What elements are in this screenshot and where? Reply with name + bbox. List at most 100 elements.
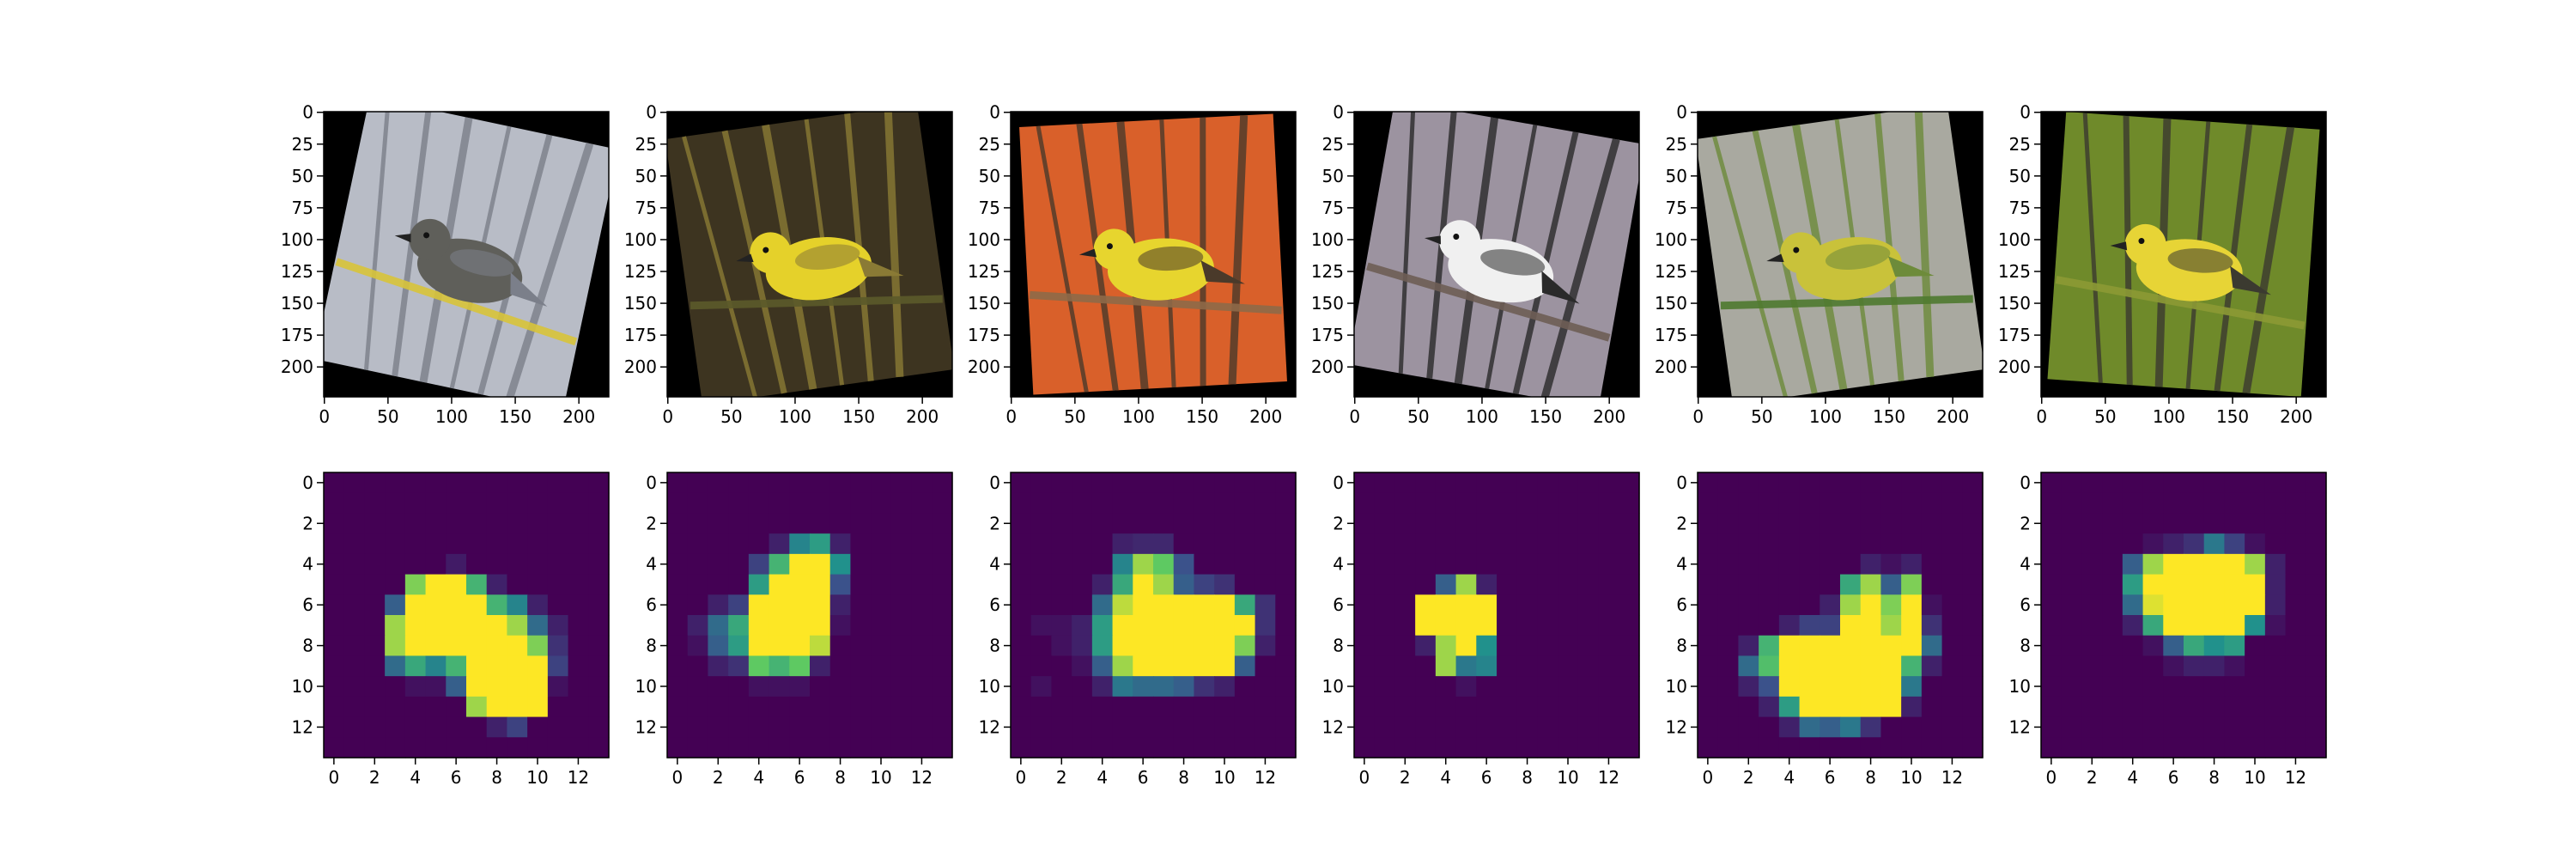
heatmap-cell xyxy=(748,513,770,534)
heatmap-cell xyxy=(1717,635,1740,657)
heatmap-cell xyxy=(2203,655,2226,677)
heatmap-cell xyxy=(1415,492,1437,515)
heatmap-cell xyxy=(324,472,345,494)
heatmap-cell xyxy=(568,513,589,534)
heatmap-cell xyxy=(1820,472,1841,494)
heatmap-cell xyxy=(911,737,933,758)
heatmap-cell xyxy=(2041,716,2063,738)
heatmap-cell xyxy=(1497,696,1518,718)
heatmap-cell xyxy=(1234,635,1256,657)
heatmap-cell xyxy=(343,696,366,718)
heatmap-cell xyxy=(2264,472,2287,494)
heatmap-cell xyxy=(446,676,467,698)
heatmap-cell xyxy=(1435,716,1457,738)
heatmap-cell xyxy=(871,716,892,738)
heatmap-cell xyxy=(507,615,528,637)
heatmap-cell xyxy=(1921,737,1943,758)
heatmap-cell xyxy=(324,492,345,515)
y-tick-label: 125 xyxy=(968,261,1000,282)
heatmap-cell xyxy=(343,635,366,657)
heatmap-cell xyxy=(1194,716,1215,738)
heatmap-cell xyxy=(1354,716,1376,738)
heatmap-cell xyxy=(2245,594,2266,616)
x-tick-label: 2 xyxy=(369,767,380,788)
branch xyxy=(363,112,391,370)
heatmap-cell xyxy=(2163,655,2184,677)
heatmap-cell xyxy=(1374,472,1396,494)
heatmap-cell xyxy=(667,492,689,515)
y-tick-label: 50 xyxy=(979,166,1000,186)
heatmap-cell xyxy=(1214,472,1236,494)
heatmap-cell xyxy=(1133,716,1154,738)
heatmap-cell xyxy=(1255,533,1276,555)
heatmap-cell xyxy=(486,513,508,534)
heatmap-cell xyxy=(1799,472,1820,494)
y-tick-label: 12 xyxy=(292,716,313,737)
y-tick-label: 4 xyxy=(646,554,657,575)
heatmap-cell xyxy=(2061,635,2083,657)
heatmap-cell xyxy=(769,594,790,616)
heatmap-cell xyxy=(1153,635,1175,657)
heatmap-cell xyxy=(2203,553,2226,576)
heatmap-cell xyxy=(829,472,852,494)
heatmap-cell xyxy=(2264,492,2287,515)
y-tick-label: 2 xyxy=(1333,513,1344,533)
x-tick-label: 150 xyxy=(842,406,875,427)
heatmap-cell xyxy=(1051,472,1072,494)
heatmap-cell xyxy=(871,635,892,657)
heatmap-cell xyxy=(2041,615,2063,637)
heatmap-cell xyxy=(769,696,790,718)
heatmap-cell xyxy=(2163,635,2184,657)
photo-1: 0 50 100 150 200 0 25 50 75 100 125 150 175 200 xyxy=(281,102,610,427)
heatmap-cell xyxy=(1030,716,1053,738)
heatmap-cell xyxy=(1516,492,1539,515)
heatmap-cell xyxy=(1759,553,1780,576)
heatmap-cell xyxy=(890,696,913,718)
heatmap-cell xyxy=(748,594,770,616)
x-tick-label: 10 xyxy=(1900,767,1922,788)
heatmap-cell xyxy=(466,533,488,555)
heatmap-cell xyxy=(708,615,729,637)
heatmap-cell xyxy=(2163,553,2184,576)
heatmap-cell xyxy=(1778,492,1801,515)
heatmap-cell xyxy=(932,615,953,637)
heatmap-cell xyxy=(810,676,831,698)
heatmap-cell xyxy=(2081,574,2103,595)
heatmap-cell xyxy=(404,696,427,718)
heatmap-cell xyxy=(1072,635,1093,657)
heatmap-cell xyxy=(1011,492,1032,515)
heatmap-cell xyxy=(324,553,345,576)
heatmap-cell xyxy=(1738,655,1759,677)
heatmap-cell xyxy=(1901,574,1923,595)
heatmap-cell xyxy=(769,472,790,494)
x-tick-label: 10 xyxy=(2244,767,2265,788)
heatmap-cell xyxy=(1112,553,1133,576)
heatmap-cell xyxy=(527,696,549,718)
heatmap-cell xyxy=(2142,574,2164,595)
heatmap-cell xyxy=(1840,492,1862,515)
heatmap-cell xyxy=(466,513,488,534)
heatmap-cell xyxy=(1091,635,1114,657)
heatmap-cell xyxy=(2142,533,2164,555)
y-tick-label: 10 xyxy=(635,676,657,697)
heatmap-cell xyxy=(1901,615,1923,637)
heatmap-cell xyxy=(1941,635,1963,657)
heatmap-cell xyxy=(364,574,386,595)
heatmap-cell xyxy=(1415,635,1437,657)
heatmap-cell xyxy=(1717,716,1740,738)
heatmap-cell xyxy=(2203,574,2226,595)
x-tick-label: 4 xyxy=(1783,767,1795,788)
heatmap-cell xyxy=(547,574,569,595)
heatmap-cell xyxy=(1921,472,1943,494)
heatmap-cell xyxy=(1880,676,1902,698)
axes-frame xyxy=(1010,472,1297,758)
heatmap-cell xyxy=(1455,696,1477,718)
heatmap-cell xyxy=(2122,594,2144,616)
heatmap-cell xyxy=(568,635,589,657)
heatmap-cell xyxy=(1153,655,1175,677)
heatmap-cell xyxy=(789,737,811,758)
heatmap-cell xyxy=(2081,472,2103,494)
y-tick-label: 8 xyxy=(302,636,313,656)
heatmap-cell xyxy=(810,696,831,718)
heatmap-cell xyxy=(1173,696,1195,718)
